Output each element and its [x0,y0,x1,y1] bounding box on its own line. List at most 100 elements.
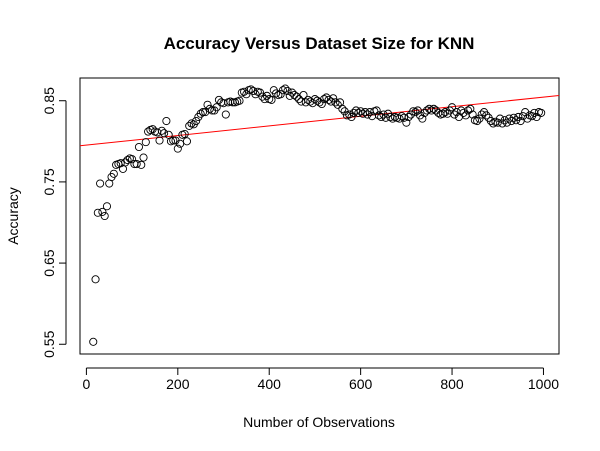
data-point-85 [283,86,292,96]
data-point-158 [450,110,459,119]
data-point-168 [473,116,482,126]
data-point-186 [514,112,523,122]
data-point-90 [294,95,303,104]
data-point-15 [123,155,132,165]
data-point-88 [290,90,299,100]
data-point-78 [267,95,276,104]
data-point-71 [251,90,260,99]
data-point-144 [418,114,427,123]
y-axis-label: Accuracy [5,187,21,245]
data-point-109 [338,104,347,113]
data-point-14 [121,158,130,167]
data-point-136 [400,113,409,122]
data-point-107 [333,100,342,109]
data-point-73 [256,88,265,97]
data-point-92 [299,90,308,100]
data-point-172 [482,111,491,120]
data-point-45 [192,116,201,126]
x-tick-label: 800 [440,376,464,392]
data-point-12 [116,159,125,168]
data-point-134 [395,114,404,123]
data-point-69 [246,85,255,94]
data-point-66 [240,87,249,96]
data-point-165 [466,104,475,113]
data-point-31 [160,129,169,138]
data-point-126 [377,112,386,122]
data-point-19 [132,159,141,169]
data-point-137 [402,118,411,127]
data-point-17 [128,155,137,164]
data-point-175 [489,119,498,128]
data-point-169 [475,114,484,123]
data-point-50 [203,100,212,109]
plot-frame [79,77,560,355]
y-tick-label: 0.55 [41,330,57,357]
x-tick-label: 1000 [528,376,559,392]
data-point-40 [180,129,189,139]
data-point-0 [89,337,98,346]
data-point-194 [532,112,541,122]
data-point-150 [432,106,441,115]
data-point-9 [109,169,118,178]
data-point-54 [212,103,221,112]
x-tick-label: 200 [166,376,190,392]
data-point-29 [155,136,164,145]
data-point-82 [276,90,285,99]
data-point-181 [502,118,511,127]
data-point-4 [98,207,107,216]
data-point-170 [477,110,486,119]
data-point-138 [404,112,413,122]
data-point-157 [447,103,457,112]
data-point-41 [182,137,192,146]
data-point-142 [413,106,422,115]
data-point-74 [258,92,267,101]
data-point-196 [537,108,546,117]
y-tick-label: 0.65 [41,249,57,276]
data-point-148 [427,106,436,115]
data-point-48 [198,108,207,117]
data-point-162 [459,108,468,117]
y-tick-label: 0.85 [41,87,57,114]
data-point-42 [185,121,194,130]
data-point-178 [495,114,505,123]
data-point-35 [169,136,178,145]
data-point-166 [468,110,477,119]
data-point-106 [331,98,340,107]
data-point-154 [441,108,450,117]
data-point-103 [324,95,333,104]
x-tick-label: 0 [83,376,91,392]
data-point-120 [363,110,372,119]
data-point-64 [235,96,244,105]
data-point-145 [420,108,429,117]
data-point-100 [317,99,326,109]
data-point-30 [157,126,166,135]
data-point-2 [93,208,102,217]
data-point-87 [288,88,297,97]
chart-title: Accuracy Versus Dataset Size for KNN [164,34,475,53]
data-point-21 [137,160,146,169]
points-group [89,84,546,346]
data-point-124 [372,106,381,115]
data-point-6 [102,202,112,211]
data-point-5 [100,211,109,221]
data-point-84 [281,84,290,93]
data-point-105 [329,94,338,103]
data-point-125 [374,111,383,120]
data-point-20 [134,142,144,152]
data-point-67 [242,90,251,99]
data-point-117 [356,107,365,116]
data-point-149 [429,104,438,113]
x-tick-label: 600 [349,376,373,392]
y-tick-label: 0.75 [41,168,57,195]
data-point-119 [361,108,370,117]
data-point-3 [96,179,105,188]
data-point-47 [196,109,205,118]
data-point-164 [463,106,473,115]
x-axis: 0 200 400 600 800 1000 [83,367,559,392]
data-point-187 [516,116,525,126]
y-axis: 0.55 0.65 0.75 0.85 [41,87,67,358]
data-point-58 [221,110,230,119]
data-point-80 [272,89,281,98]
data-point-184 [509,113,518,122]
data-point-115 [352,106,361,115]
